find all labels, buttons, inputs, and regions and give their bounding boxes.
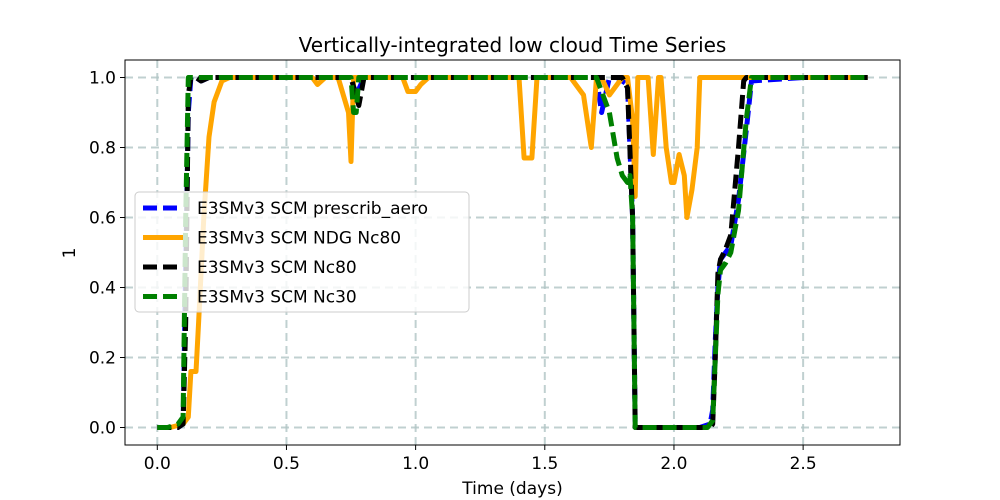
chart-title: Vertically-integrated low cloud Time Ser… bbox=[299, 33, 727, 57]
legend-label: E3SMv3 SCM prescrib_aero bbox=[197, 199, 428, 219]
x-tick-label: 1.0 bbox=[402, 454, 429, 474]
legend-label: E3SMv3 SCM Nc80 bbox=[197, 258, 357, 278]
x-tick-label: 0.0 bbox=[144, 454, 171, 474]
y-tick-label: 1.0 bbox=[89, 69, 116, 89]
y-axis-label: 1 bbox=[60, 248, 80, 259]
x-tick-label: 2.0 bbox=[660, 454, 687, 474]
series-line bbox=[157, 75, 868, 430]
axis-ticks: 0.0 0.5 1.0 1.5 2.0 2.5 0.0 0.2 0.4 0.6 0.8 1.0 bbox=[89, 69, 817, 475]
series-lines bbox=[157, 75, 868, 430]
legend: E3SMv3 SCM prescrib_aero E3SMv3 SCM NDG N… bbox=[134, 191, 470, 313]
y-tick-label: 0.2 bbox=[89, 349, 116, 369]
y-tick-label: 0.6 bbox=[89, 209, 116, 229]
y-tick-label: 0.8 bbox=[89, 139, 116, 159]
x-tick-label: 1.5 bbox=[531, 454, 558, 474]
series-line bbox=[157, 75, 868, 430]
x-axis-label: Time (days) bbox=[461, 479, 562, 499]
plot-frame bbox=[124, 59, 901, 446]
legend-label: E3SMv3 SCM Nc30 bbox=[197, 288, 357, 308]
y-tick-label: 0.0 bbox=[89, 419, 116, 439]
legend-label: E3SMv3 SCM NDG Nc80 bbox=[197, 229, 401, 249]
x-tick-label: 0.5 bbox=[273, 454, 300, 474]
x-tick-label: 2.5 bbox=[790, 454, 817, 474]
y-tick-label: 0.4 bbox=[89, 279, 116, 299]
legend-box bbox=[134, 191, 470, 313]
